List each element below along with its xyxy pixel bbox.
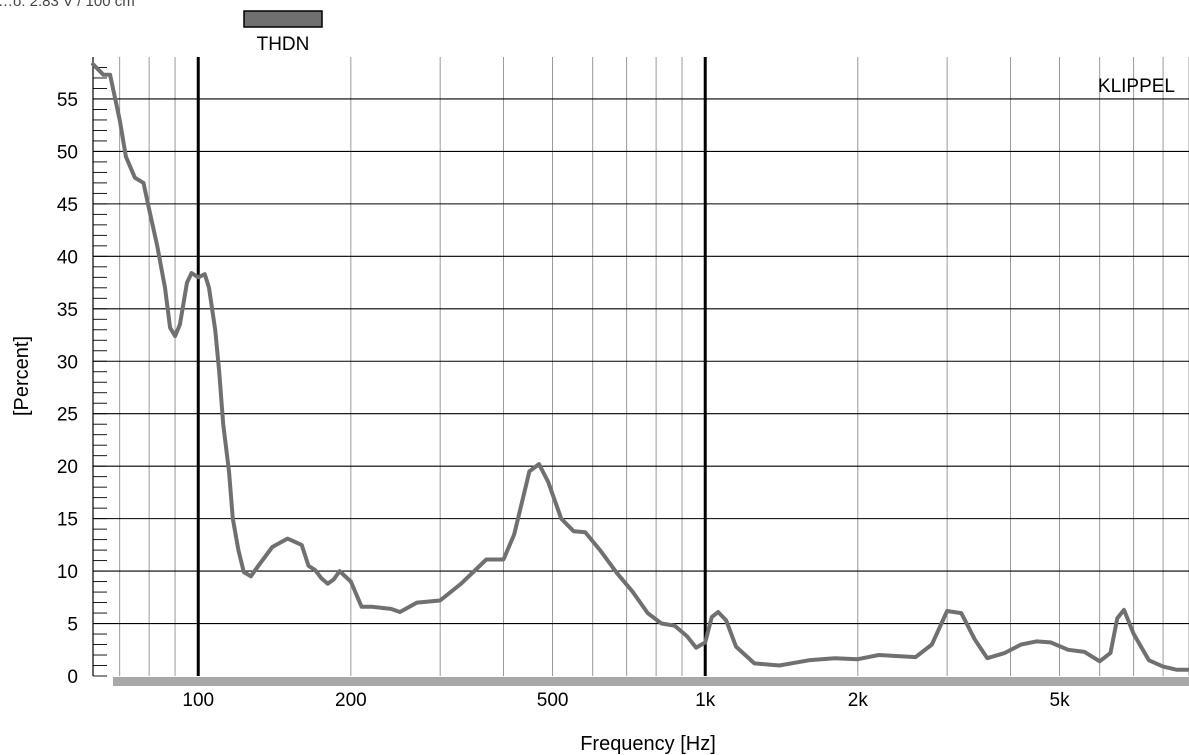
y-tick-label: 25 xyxy=(57,405,78,426)
y-tick-label: 35 xyxy=(57,300,78,321)
y-tick-label: 15 xyxy=(57,510,78,531)
x-axis-label: Frequency [Hz] xyxy=(580,733,716,755)
y-tick-label: 40 xyxy=(57,247,78,268)
series-layer xyxy=(91,62,1189,672)
y-tick-label: 30 xyxy=(57,352,78,373)
header-text: …o: 2.83 V / 100 cm xyxy=(0,0,135,10)
brand-label: KLIPPEL xyxy=(1098,76,1175,97)
plot-background xyxy=(93,57,1189,676)
legend-swatch-thdn xyxy=(243,10,323,28)
y-tick-label: 0 xyxy=(67,667,78,688)
x-tick-label: 5k xyxy=(1050,690,1071,711)
x-tick-label: 500 xyxy=(537,690,569,711)
minor-gridlines xyxy=(119,57,1189,676)
y-axis-label: [Percent] xyxy=(11,336,33,416)
emphasized-gridlines xyxy=(196,57,707,676)
y-tick-label: 20 xyxy=(57,457,78,478)
x-tick-label: 100 xyxy=(182,690,214,711)
y-tick-label: 5 xyxy=(67,615,78,636)
legend-label-thdn: THDN xyxy=(257,34,310,55)
x-axis-baseline-bar xyxy=(113,677,1189,686)
y-axis-ticks: 0 5 10 15 20 25 30 35 40 45 50 55 xyxy=(57,67,107,688)
y-tick-label: 10 xyxy=(57,562,78,583)
major-gridlines xyxy=(93,98,1189,625)
x-tick-label: 1k xyxy=(695,690,716,711)
y-tick-label: 50 xyxy=(57,142,78,163)
x-axis-ticks: 100 200 500 1k 2k 5k xyxy=(182,690,1070,711)
plot-area xyxy=(92,57,1189,686)
y-tick-label: 45 xyxy=(57,195,78,216)
x-tick-label: 2k xyxy=(848,690,869,711)
series-line-thdn xyxy=(91,62,1189,672)
legend: THDN xyxy=(243,10,323,55)
y-tick-label: 55 xyxy=(57,90,78,111)
x-tick-label: 200 xyxy=(335,690,367,711)
